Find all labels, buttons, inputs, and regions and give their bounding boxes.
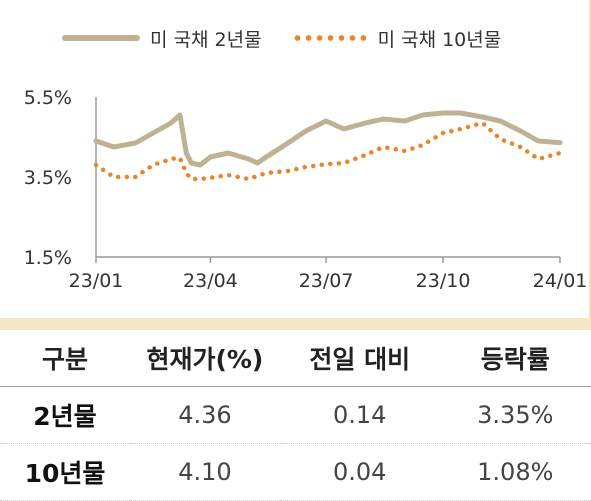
series-line-10y <box>93 120 563 182</box>
chart-panel: 미 국채 2년물 미 국채 10년물 5.5% 3.5% 1.5% 23/01 23/0… <box>23 0 591 318</box>
table-row: 10년물 4.10 0.04 1.08% <box>0 443 591 501</box>
table-row: 2년물 4.36 0.14 3.35% <box>0 386 591 444</box>
x-tick-label: 23/10 <box>416 270 471 292</box>
yield-table: 구분 현재가(%) 전일 대비 등락률 2년물 4.36 0.14 3.35% … <box>0 330 591 501</box>
cell-current: 4.10 <box>129 443 280 501</box>
cell-rate: 1.08% <box>439 443 591 501</box>
header-category: 구분 <box>0 330 130 387</box>
row-label: 2년물 <box>0 386 130 444</box>
row-label: 10년물 <box>0 443 130 501</box>
legend-swatch-10y <box>291 35 368 41</box>
cell-current: 4.36 <box>129 386 280 444</box>
x-tick-label: 23/04 <box>183 270 238 292</box>
legend-item-10y: 미 국채 10년물 <box>291 25 502 52</box>
line-chart: 5.5% 3.5% 1.5%23/01 23/04 23/07 23/10 24/01 <box>24 87 588 292</box>
header-current: 현재가(%) <box>129 330 280 387</box>
x-tick-label: 23/07 <box>299 270 354 292</box>
table-header-row: 구분 현재가(%) 전일 대비 등락률 <box>0 330 591 387</box>
header-rate: 등락률 <box>439 330 591 387</box>
legend-label-2y: 미 국채 2년물 <box>150 28 262 51</box>
section-divider <box>0 318 591 330</box>
x-tick-label: 23/01 <box>69 270 124 292</box>
cell-change: 0.14 <box>279 386 440 444</box>
legend-item-2y: 미 국채 2년물 <box>62 25 262 52</box>
y-tick-label: 3.5% <box>24 167 72 189</box>
y-tick-label: 5.5% <box>24 87 72 109</box>
cell-rate: 3.35% <box>439 386 591 444</box>
chart-legend: 미 국채 2년물 미 국채 10년물 <box>62 24 531 52</box>
y-tick-label: 1.5% <box>24 247 72 269</box>
legend-label-10y: 미 국채 10년물 <box>377 28 502 51</box>
series-line-2y <box>93 110 563 168</box>
x-tick-label: 24/01 <box>533 270 588 292</box>
header-change: 전일 대비 <box>279 330 440 387</box>
cell-change: 0.04 <box>279 443 440 501</box>
legend-swatch-2y <box>62 35 140 41</box>
